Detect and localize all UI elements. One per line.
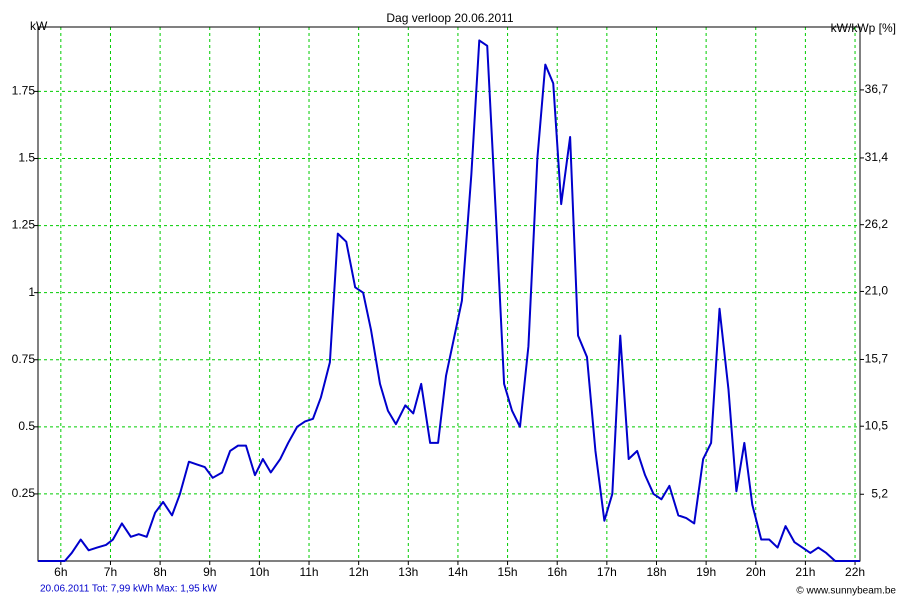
x-tick-label: 12h [349, 565, 369, 579]
footer-right: © www.sunnybeam.be [796, 586, 896, 597]
y2-tick-label: 5,2 [871, 486, 888, 500]
x-tick-label: 9h [203, 565, 216, 579]
x-tick-label: 21h [795, 565, 815, 579]
x-tick-label: 16h [547, 565, 567, 579]
y-axis-label: kW [30, 19, 48, 33]
y-tick-label: 1.5 [18, 151, 35, 165]
y2-tick-label: 26,2 [865, 217, 889, 231]
y-tick-label: 1 [28, 285, 35, 299]
y2-tick-label: 36,7 [865, 82, 889, 96]
y-tick-label: 0.25 [12, 486, 36, 500]
x-tick-label: 7h [104, 565, 117, 579]
plot-frame [37, 26, 861, 562]
x-tick-label: 14h [448, 565, 468, 579]
footer-left: 20.06.2011 Tot: 7,99 kWh Max: 1,95 kW [40, 584, 218, 595]
chart-title: Dag verloop 20.06.2011 [386, 11, 514, 25]
y-tick-label: 1.75 [12, 84, 36, 98]
x-tick-label: 6h [54, 565, 67, 579]
x-tick-label: 19h [696, 565, 716, 579]
y2-tick-label: 10,5 [865, 418, 889, 432]
series-line [38, 39, 860, 562]
y-tick-label: 1.25 [12, 218, 36, 232]
x-tick-label: 22h [845, 565, 865, 579]
y-tick-label: 0.75 [12, 352, 36, 366]
y2-axis-label: kW/kWp [%] [831, 21, 896, 35]
x-tick-label: 10h [249, 565, 269, 579]
y2-tick-label: 21,0 [865, 284, 889, 298]
x-tick-label: 20h [746, 565, 766, 579]
x-tick-label: 8h [153, 565, 166, 579]
x-tick-label: 15h [498, 565, 518, 579]
y2-tick-label: 15,7 [865, 352, 889, 366]
y2-tick-label: 31,4 [865, 150, 889, 164]
x-tick-label: 11h [299, 565, 318, 579]
y-tick-label: 0.5 [18, 419, 35, 433]
x-tick-label: 17h [597, 565, 617, 579]
x-tick-label: 13h [398, 565, 418, 579]
x-tick-label: 18h [646, 565, 666, 579]
